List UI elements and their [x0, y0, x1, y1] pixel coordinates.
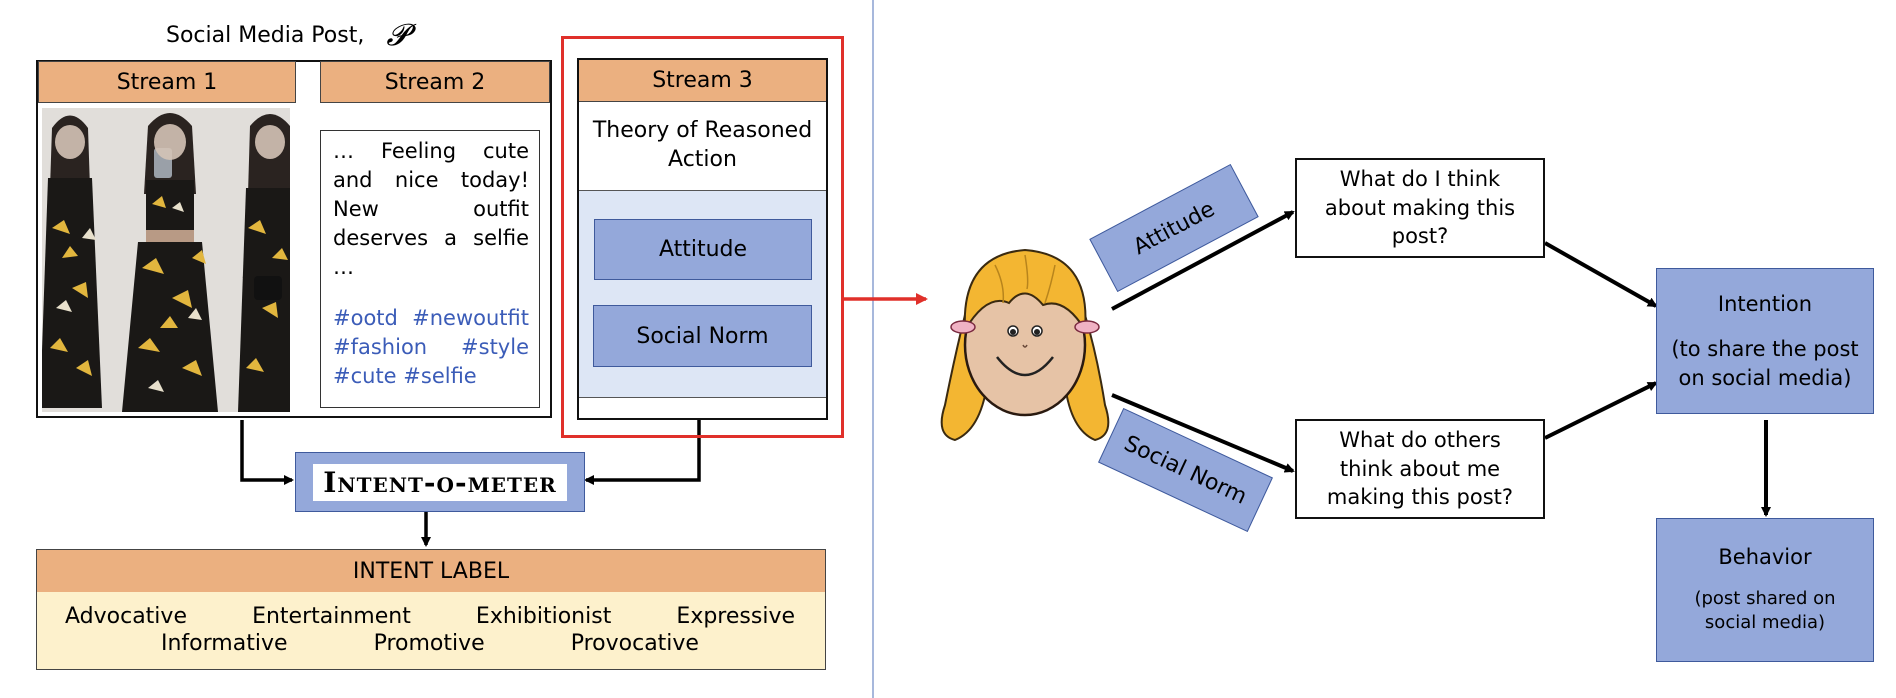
outfit-photo-image: A O	[42, 108, 290, 412]
post-symbol: 𝓟	[386, 17, 408, 53]
stream3-highlight	[561, 36, 844, 438]
hashtag-line: #cute #selfie	[333, 364, 477, 388]
intent-advocative: Advocative	[65, 604, 187, 629]
social-norm-box: Social Norm	[593, 305, 812, 367]
stream3-header: Stream 3	[579, 60, 826, 102]
arrow-girl-to-q1	[1111, 210, 1295, 311]
post-text-line: and nice today!	[333, 168, 529, 192]
intention-title: Intention	[1717, 291, 1813, 316]
post-text-line: deserves a selfie	[333, 226, 529, 250]
girl-face-illustration	[940, 248, 1110, 442]
q1-text: What do I think about making this post?	[1324, 167, 1516, 249]
arrow-streams-to-meter	[240, 420, 294, 485]
intent-promotive: Promotive	[373, 631, 485, 656]
behavior-title: Behavior	[1718, 545, 1812, 569]
q2-box: What do others think about me making thi…	[1295, 419, 1545, 519]
arrow-q1-to-intention	[1544, 241, 1658, 308]
stream1-header: Stream 1	[38, 61, 296, 103]
intent-o-meter-box: Intent-o-meter	[295, 452, 585, 512]
intent-expressive: Expressive	[676, 604, 795, 629]
q2-text: What do others think about me making thi…	[1326, 428, 1514, 510]
post-caption: Social Media Post, 𝓟	[166, 17, 408, 53]
stream2-text-box: … Feeling cute and nice today! New outfi…	[320, 130, 540, 408]
stream2-header: Stream 2	[320, 61, 550, 103]
theory-title: Theory of Reasoned Action	[592, 118, 813, 172]
arrow-girl-to-q2	[1111, 393, 1295, 473]
post-text-line: …	[333, 255, 354, 279]
intent-row-2: Informative Promotive Provocative	[37, 629, 825, 656]
arrow-stream3-to-meter	[584, 420, 701, 485]
post-text-line: New outfit	[333, 197, 529, 221]
hashtag-line: #fashion #style	[333, 335, 529, 359]
intent-exhibitionist: Exhibitionist	[475, 604, 612, 629]
intent-informative: Informative	[161, 631, 288, 656]
behavior-box: Behavior (post shared on social media)	[1656, 518, 1874, 662]
post-caption-text: Social Media Post,	[166, 22, 365, 48]
intent-row-1: Advocative Entertainment Exhibitionist E…	[37, 592, 825, 629]
arrow-q2-to-intention	[1544, 381, 1658, 440]
behavior-subtitle: (post shared on social media)	[1694, 588, 1836, 633]
post-text-line: … Feeling cute	[333, 139, 529, 163]
intention-box: Intention (to share the post on social m…	[1656, 268, 1874, 414]
intent-o-meter-label: Intent-o-meter	[313, 463, 567, 501]
hashtag-line: #ootd #newoutfit	[333, 306, 529, 330]
intent-provocative: Provocative	[570, 631, 699, 656]
attitude-box: Attitude	[594, 219, 812, 280]
q1-box: What do I think about making this post?	[1295, 158, 1545, 258]
intention-subtitle: (to share the post on social media)	[1671, 336, 1859, 390]
intent-label-header: INTENT LABEL	[36, 549, 826, 593]
intent-label-panel: Advocative Entertainment Exhibitionist E…	[36, 592, 826, 670]
intent-entertainment: Entertainment	[252, 604, 411, 629]
